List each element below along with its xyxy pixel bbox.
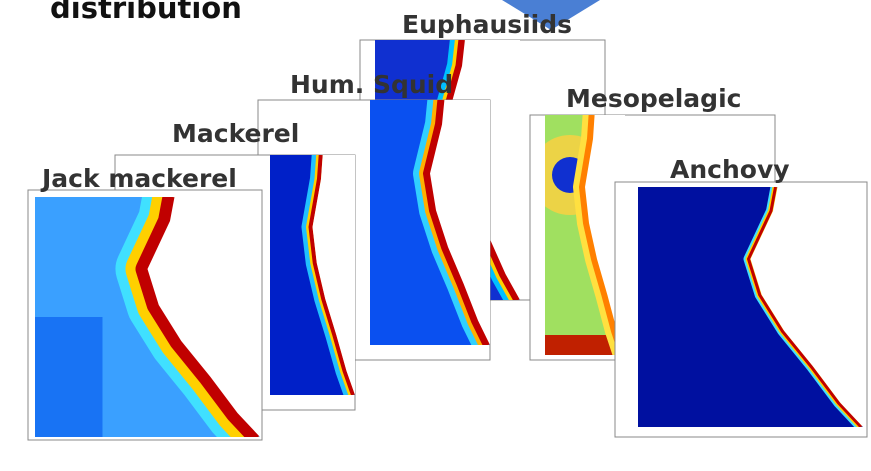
map-image — [35, 197, 260, 437]
map-image — [270, 155, 355, 395]
panel-title: Mackerel — [172, 121, 299, 146]
heading: distribution — [50, 0, 242, 23]
panel-title: Anchovy — [670, 157, 790, 182]
map-image — [638, 187, 863, 427]
panel-title: Euphausiids — [402, 12, 572, 37]
map-image — [370, 100, 490, 345]
map-panel — [615, 182, 867, 437]
offshore — [35, 317, 103, 437]
slide: distribution Euphausiids Hum. Squid Meso… — [0, 0, 871, 471]
map-panel — [28, 190, 262, 440]
panel-title: Mesopelagic — [566, 86, 741, 111]
panel-title: Jack mackerel — [42, 166, 237, 191]
panel-title: Hum. Squid — [290, 72, 453, 97]
